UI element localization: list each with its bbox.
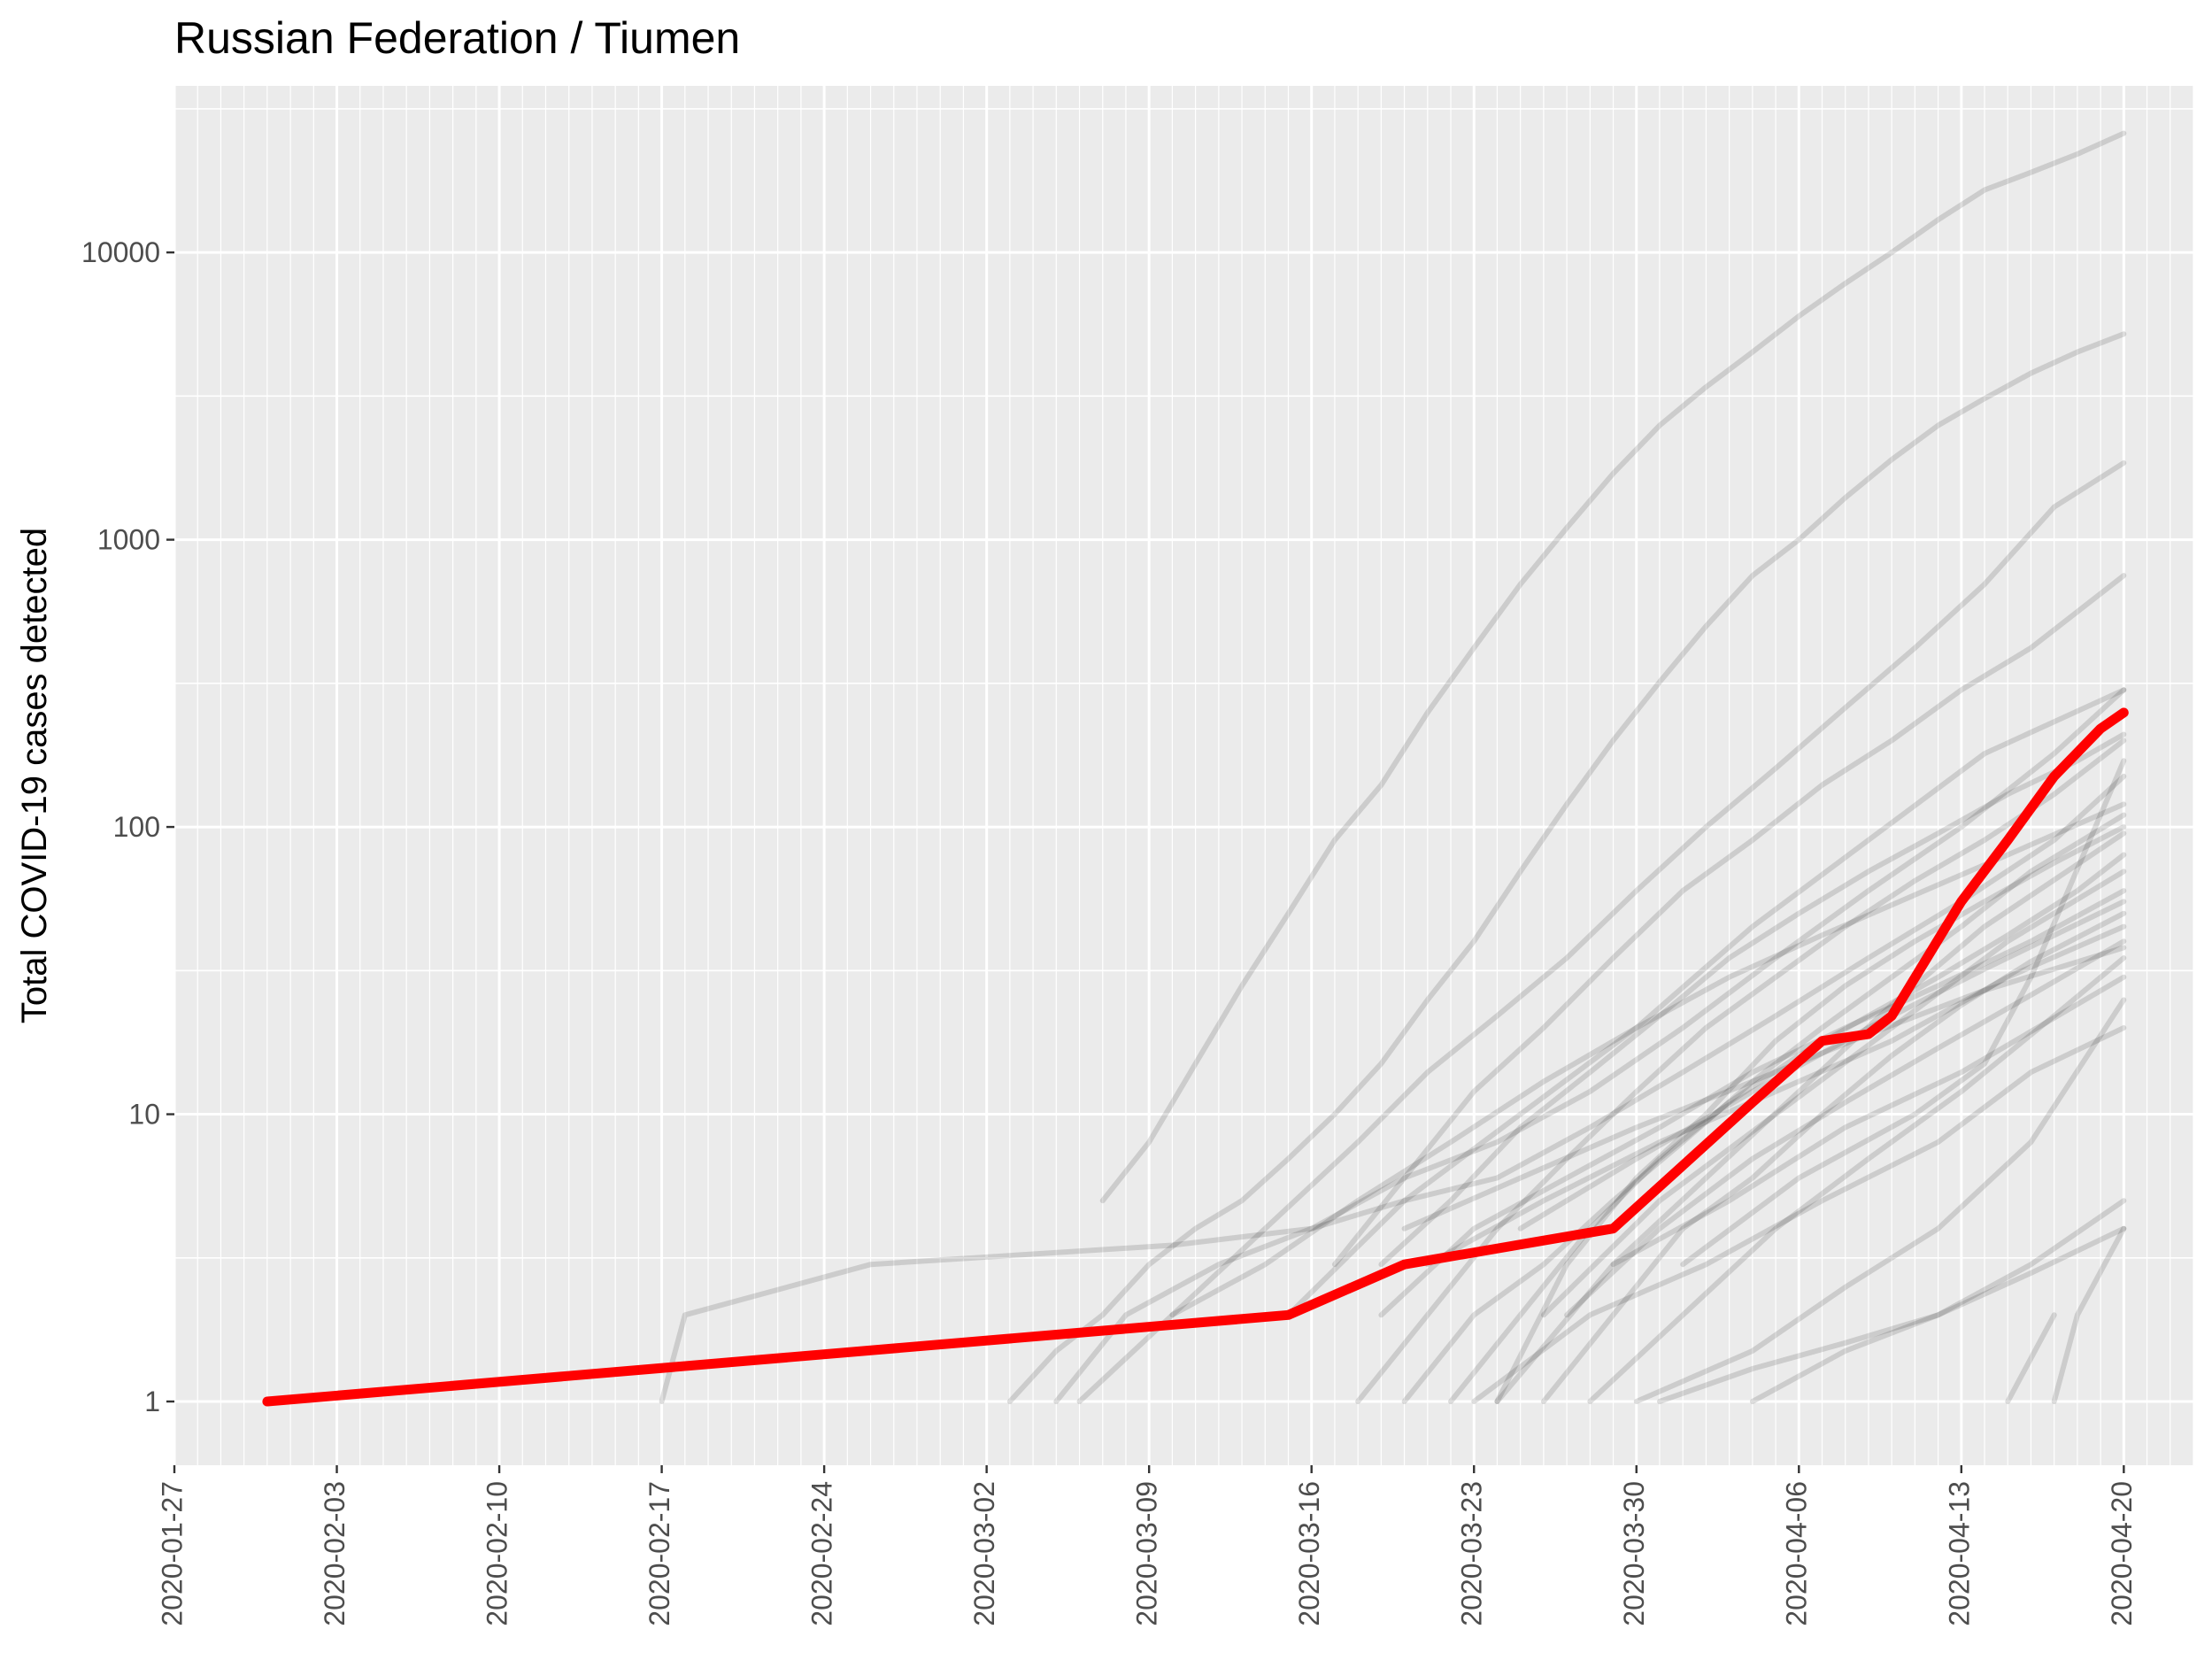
highlight-series	[262, 707, 2129, 1407]
y-axis-title: Total COVID-19 cases detected	[15, 528, 54, 1023]
y-tick-label: 100	[113, 811, 160, 843]
y-axis: 1 10 100 1000 10000	[81, 236, 174, 1417]
highlight-series-line	[262, 707, 2129, 1407]
x-tick-label: 2020-02-17	[644, 1481, 675, 1626]
y-tick-label: 1000	[97, 524, 160, 556]
y-tick-label: 1	[144, 1386, 160, 1417]
x-tick-label: 2020-04-06	[1781, 1481, 1813, 1626]
background-series-line	[1749, 1198, 2127, 1404]
background-series-line	[1633, 997, 2127, 1404]
x-tick-label: 2020-04-13	[1943, 1481, 1975, 1626]
x-tick-label: 2020-03-30	[1618, 1481, 1650, 1626]
grid-major	[173, 86, 2193, 1465]
background-series-line	[2051, 1225, 2127, 1404]
background-series-line	[1517, 899, 2127, 1231]
background-series-line	[1657, 1225, 2127, 1404]
x-tick-label: 2020-03-23	[1456, 1481, 1488, 1626]
background-series-line	[1099, 130, 2127, 1204]
background-series-line	[1424, 923, 2127, 1268]
background-series-line	[1494, 824, 2127, 1404]
background-series-line	[1564, 938, 2127, 1318]
background-series-line	[1401, 945, 2127, 1231]
background-series-line	[1540, 910, 2127, 1404]
plot-panel	[174, 86, 2193, 1465]
x-tick-label: 2020-03-02	[968, 1481, 1000, 1626]
y-tick-label: 10000	[81, 236, 160, 268]
background-series-line	[1378, 888, 2127, 1318]
x-tick-label: 2020-03-09	[1131, 1481, 1163, 1626]
x-tick-label: 2020-02-10	[482, 1481, 513, 1626]
background-series-line	[1331, 573, 2127, 1268]
background-series-line	[1285, 687, 2127, 1318]
background-series-line	[1610, 830, 2127, 1268]
background-series-line	[1355, 737, 2127, 1404]
background-series-line	[659, 773, 2127, 1404]
background-series-line	[1053, 687, 2127, 1404]
x-tick-label: 2020-04-20	[2106, 1481, 2138, 1626]
background-series-line	[1378, 731, 2127, 1268]
x-tick-label: 2020-03-16	[1293, 1481, 1325, 1626]
background-series-line	[1076, 459, 2127, 1404]
x-axis: 2020-01-27 2020-02-03 2020-02-10 2020-02-17…	[156, 1465, 2138, 1626]
background-series-line	[1494, 974, 2127, 1404]
y-tick-label: 10	[128, 1099, 160, 1131]
background-series	[659, 130, 2127, 1404]
chart-title: Russian Federation / Tiumen	[174, 13, 740, 63]
x-tick-label: 2020-02-03	[319, 1481, 351, 1626]
background-series-line	[1401, 812, 2127, 1404]
background-series-line	[1169, 801, 2127, 1318]
x-tick-label: 2020-02-24	[806, 1481, 838, 1626]
background-series-line	[1587, 955, 2127, 1404]
background-series-line	[1680, 758, 2127, 1268]
background-series-line	[1471, 1024, 2127, 1404]
background-series-line	[1006, 331, 2127, 1404]
background-series-line	[1540, 869, 2127, 1318]
x-tick-label: 2020-01-27	[156, 1481, 188, 1626]
background-series-line	[2005, 1312, 2057, 1404]
